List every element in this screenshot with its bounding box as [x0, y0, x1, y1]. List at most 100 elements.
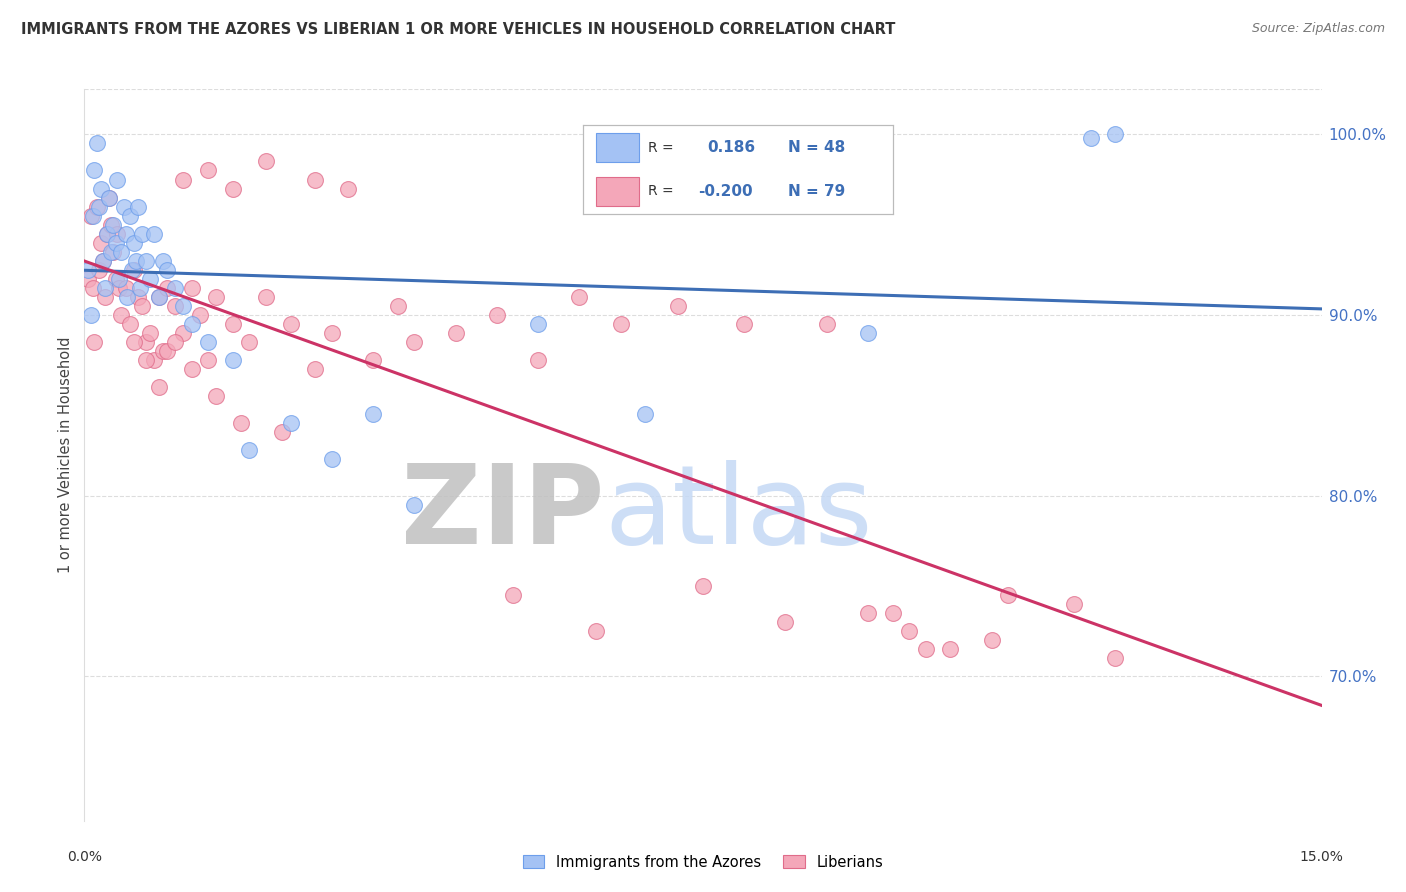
Point	[914, 642, 936, 657]
Text: N = 48: N = 48	[787, 140, 845, 155]
Point	[105, 172, 128, 186]
Point	[997, 588, 1019, 602]
Point	[304, 172, 326, 186]
Point	[361, 353, 384, 368]
Point	[172, 299, 194, 313]
Point	[898, 624, 921, 638]
Point	[156, 281, 179, 295]
Point	[527, 353, 550, 368]
Point	[131, 299, 153, 313]
Point	[444, 326, 467, 340]
Point	[139, 326, 162, 340]
Point	[90, 235, 112, 250]
Point	[222, 353, 245, 368]
Point	[238, 334, 260, 349]
Point	[304, 362, 326, 376]
Point	[197, 353, 219, 368]
Point	[83, 163, 105, 178]
Point	[148, 380, 170, 394]
Point	[77, 262, 100, 277]
Point	[77, 272, 100, 286]
Point	[180, 281, 202, 295]
Point	[222, 181, 245, 195]
Point	[165, 334, 187, 349]
Text: N = 79: N = 79	[787, 184, 845, 199]
Point	[108, 281, 131, 295]
Point	[121, 262, 143, 277]
Point	[733, 317, 755, 331]
Text: 15.0%: 15.0%	[1299, 850, 1344, 863]
Point	[172, 326, 194, 340]
Point	[585, 624, 607, 638]
Point	[96, 227, 118, 241]
Point	[856, 326, 879, 340]
Point	[156, 344, 179, 359]
Point	[104, 272, 127, 286]
Point	[815, 317, 838, 331]
Point	[91, 253, 114, 268]
Point	[103, 244, 125, 259]
Point	[180, 362, 202, 376]
Point	[82, 209, 104, 223]
Point	[280, 317, 302, 331]
Point	[100, 244, 122, 259]
Point	[271, 425, 294, 440]
Point	[222, 317, 245, 331]
Point	[254, 154, 277, 169]
Point	[205, 290, 228, 304]
Legend: Immigrants from the Azores, Liberians: Immigrants from the Azores, Liberians	[517, 849, 889, 876]
Point	[939, 642, 962, 657]
Text: R =: R =	[648, 185, 673, 198]
Point	[86, 136, 108, 151]
Point	[114, 281, 136, 295]
Point	[108, 272, 131, 286]
Point	[692, 579, 714, 593]
Point	[112, 200, 135, 214]
Point	[148, 290, 170, 304]
Point	[152, 344, 174, 359]
Point	[197, 334, 219, 349]
Point	[609, 317, 631, 331]
Text: Source: ZipAtlas.com: Source: ZipAtlas.com	[1251, 22, 1385, 36]
Text: -0.200: -0.200	[697, 184, 752, 199]
Point	[148, 290, 170, 304]
Point	[1104, 128, 1126, 142]
Point	[502, 588, 524, 602]
Point	[197, 163, 219, 178]
Point	[152, 253, 174, 268]
Point	[122, 235, 145, 250]
Point	[634, 407, 657, 421]
Text: IMMIGRANTS FROM THE AZORES VS LIBERIAN 1 OR MORE VEHICLES IN HOUSEHOLD CORRELATI: IMMIGRANTS FROM THE AZORES VS LIBERIAN 1…	[21, 22, 896, 37]
Y-axis label: 1 or more Vehicles in Household: 1 or more Vehicles in Household	[58, 336, 73, 574]
Point	[110, 308, 132, 322]
Point	[139, 272, 162, 286]
Point	[122, 334, 145, 349]
Point	[135, 253, 157, 268]
Point	[856, 606, 879, 620]
Point	[131, 227, 153, 241]
Point	[89, 262, 111, 277]
Point	[96, 227, 118, 241]
Point	[156, 262, 179, 277]
Point	[80, 209, 103, 223]
Point	[127, 290, 149, 304]
Point	[387, 299, 409, 313]
Point	[238, 443, 260, 458]
Point	[80, 308, 103, 322]
Point	[180, 317, 202, 331]
Point	[568, 290, 591, 304]
Point	[100, 218, 122, 232]
Point	[104, 235, 127, 250]
Point	[775, 615, 797, 629]
Text: R =: R =	[648, 141, 673, 154]
Point	[527, 317, 550, 331]
Point	[165, 281, 187, 295]
Bar	[596, 177, 640, 206]
Point	[110, 244, 132, 259]
Point	[83, 334, 105, 349]
Point	[143, 227, 166, 241]
Point	[205, 389, 228, 403]
Point	[254, 290, 277, 304]
Point	[404, 498, 426, 512]
Point	[127, 200, 149, 214]
